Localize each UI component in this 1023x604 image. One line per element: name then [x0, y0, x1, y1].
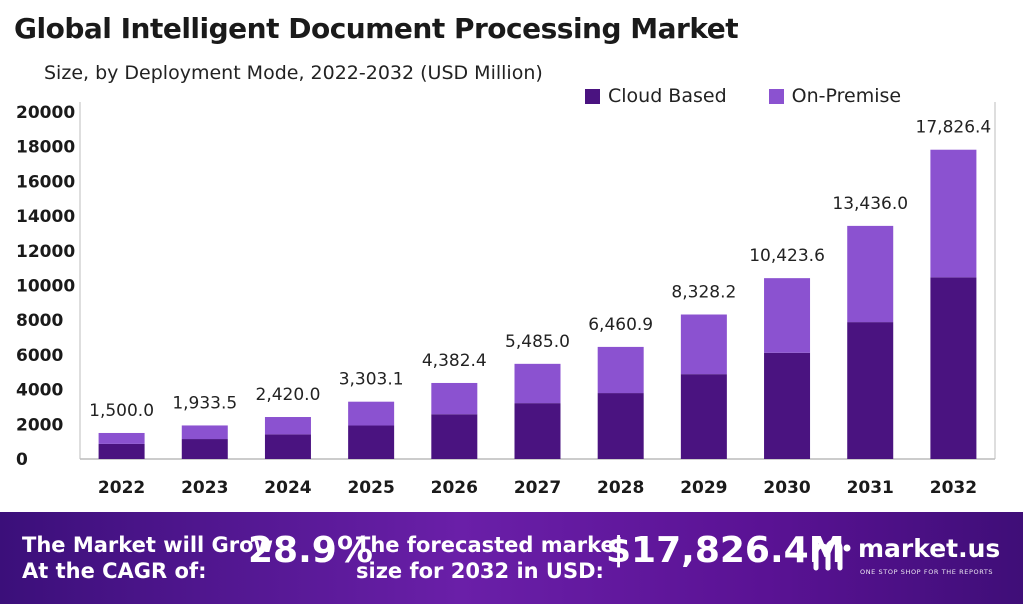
legend: Cloud Based On-Premise: [585, 85, 901, 107]
total-data-label: 3,303.1: [339, 370, 404, 390]
bar-on-premise: [597, 346, 644, 394]
forecast-label-line1: The forecasted market: [356, 533, 625, 557]
bar-cloud-based: [680, 374, 727, 459]
total-data-label: 4,382.4: [422, 351, 487, 371]
bar-cloud-based: [264, 434, 311, 459]
x-tick-label: 2031: [847, 478, 894, 498]
bar-on-premise: [764, 278, 811, 353]
legend-swatch-cloud: [585, 88, 600, 104]
bar-on-premise: [514, 363, 561, 404]
cagr-value: 28.9%: [248, 530, 373, 571]
y-tick-label: 14000: [16, 207, 75, 227]
total-data-label: 13,436.0: [832, 194, 908, 214]
forecast-value: $17,826.4M: [606, 530, 845, 571]
x-tick-label: 2030: [763, 478, 810, 498]
bar-on-premise: [348, 401, 395, 426]
bar-cloud-based: [348, 425, 395, 459]
y-tick-label: 4000: [16, 381, 63, 401]
y-tick-label: 2000: [16, 415, 63, 435]
bar-cloud-based: [431, 414, 478, 459]
bar-cloud-based: [514, 403, 561, 459]
bar-on-premise: [680, 314, 727, 375]
forecast-label: The forecasted market size for 2032 in U…: [356, 532, 625, 584]
total-data-label: 10,423.6: [749, 246, 825, 266]
x-tick-label: 2022: [98, 478, 145, 498]
bar-on-premise: [181, 425, 228, 440]
forecast-label-line2: size for 2032 in USD:: [356, 559, 604, 583]
y-tick-label: 12000: [16, 242, 75, 262]
bar-on-premise: [431, 382, 478, 415]
chart-title: Global Intelligent Document Processing M…: [14, 12, 739, 45]
logo-name: market.us: [858, 534, 1001, 563]
x-tick-label: 2026: [431, 478, 478, 498]
legend-label-premise: On-Premise: [791, 85, 902, 107]
total-data-label: 1,500.0: [89, 401, 154, 421]
bar-on-premise: [847, 225, 894, 323]
bar-cloud-based: [597, 393, 644, 459]
bar-cloud-based: [98, 443, 145, 459]
bar-cloud-based: [181, 439, 228, 459]
legend-item-premise: On-Premise: [768, 85, 902, 107]
y-tick-label: 16000: [16, 172, 75, 192]
y-tick-label: 10000: [16, 277, 75, 297]
bar-chart: 0 2000 4000 6000 8000 10000 12000 14000 16000 180…: [16, 102, 996, 498]
total-data-label: 2,420.0: [256, 385, 321, 405]
cagr-label-line1: The Market will Grow: [22, 533, 273, 557]
total-data-label: 17,826.4: [916, 118, 992, 138]
y-tick-label: 6000: [16, 346, 63, 366]
x-tick-label: 2027: [514, 478, 561, 498]
y-tick-label: 0: [16, 450, 28, 470]
bar-cloud-based: [847, 322, 894, 459]
x-tick-label: 2028: [597, 478, 644, 498]
bar-on-premise: [264, 417, 311, 435]
chart-subtitle: Size, by Deployment Mode, 2022-2032 (USD…: [44, 62, 543, 84]
market-us-logo-icon: [813, 539, 851, 571]
bar-cloud-based: [930, 277, 977, 459]
total-data-label: 8,328.2: [671, 283, 736, 303]
cagr-label-line2: At the CAGR of:: [22, 559, 207, 583]
bar-on-premise: [98, 432, 145, 444]
x-tick-label: 2025: [347, 478, 394, 498]
bar-on-premise: [930, 149, 977, 278]
total-data-label: 1,933.5: [172, 393, 237, 413]
legend-item-cloud: Cloud Based: [585, 85, 727, 107]
x-tick-label: 2032: [930, 478, 977, 498]
logo-tagline: ONE STOP SHOP FOR THE REPORTS: [860, 568, 994, 576]
y-tick-label: 18000: [16, 138, 75, 158]
total-data-label: 5,485.0: [505, 332, 570, 352]
total-data-label: 6,460.9: [588, 315, 653, 335]
y-tick-label: 8000: [16, 311, 63, 331]
y-tick-label: 20000: [16, 103, 75, 123]
cagr-label: The Market will Grow At the CAGR of:: [22, 532, 273, 584]
x-tick-label: 2023: [181, 478, 228, 498]
summary-banner: The Market will Grow At the CAGR of: 28.…: [0, 512, 1023, 604]
x-tick-label: 2029: [680, 478, 727, 498]
legend-swatch-premise: [768, 88, 784, 104]
bar-cloud-based: [764, 352, 811, 459]
x-tick-label: 2024: [264, 478, 311, 498]
legend-label-cloud: Cloud Based: [608, 85, 727, 107]
